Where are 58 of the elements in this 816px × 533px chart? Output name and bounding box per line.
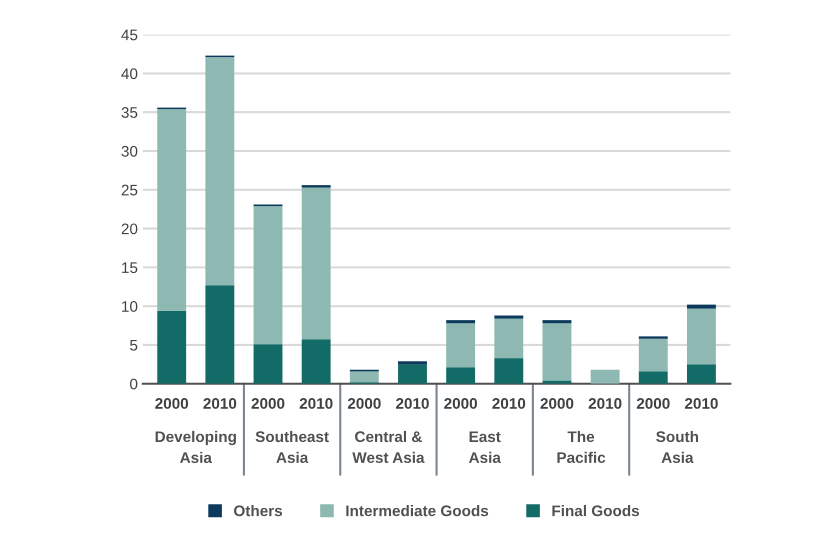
bar — [254, 206, 282, 344]
x-tick-label: 2000 — [155, 398, 188, 409]
x-tick-label: 2000 — [540, 398, 574, 409]
bar — [446, 320, 476, 324]
legend-label: Others — [234, 505, 282, 516]
bar — [205, 285, 234, 384]
bar — [494, 318, 524, 358]
x-tick-label: 2000 — [444, 398, 478, 409]
bar — [494, 315, 524, 319]
legend-label: Final Goods — [552, 505, 640, 516]
bar — [686, 364, 716, 384]
text: Central & West Asia — [352, 430, 425, 463]
bar — [494, 358, 524, 384]
y-tick-label: 30 — [122, 146, 138, 157]
text: South Asia — [656, 430, 698, 463]
legend-label: Intermediate Goods — [346, 505, 488, 516]
y-tick-label: 25 — [122, 184, 138, 196]
bar — [302, 187, 331, 340]
x-tick-label: 2010 — [588, 398, 622, 409]
bar — [686, 304, 716, 309]
y-tick-label: 40 — [121, 68, 138, 80]
y-tick-label: 5 — [130, 340, 138, 351]
bar — [350, 371, 379, 382]
bar — [302, 340, 331, 384]
bar — [542, 380, 572, 384]
bar — [638, 338, 668, 372]
x-tick-label: 2010 — [684, 398, 718, 409]
x-tick-label: 2010 — [492, 398, 526, 409]
y-tick-label: 10 — [122, 301, 138, 312]
bar — [205, 57, 234, 286]
text: Southeast Asia — [256, 430, 329, 463]
text: Developing Asia — [156, 430, 236, 464]
bar — [590, 370, 620, 384]
bar — [446, 323, 476, 368]
text: The Pacific — [557, 430, 606, 463]
bar — [542, 323, 572, 381]
y-tick-label: 20 — [122, 223, 138, 234]
y-tick-label: 15 — [122, 262, 138, 274]
y-tick-label: 45 — [121, 30, 138, 40]
bar — [398, 361, 427, 364]
bar — [638, 336, 668, 339]
bar — [542, 320, 572, 324]
x-tick-label: 2010 — [300, 398, 333, 409]
bar — [638, 371, 668, 384]
y-tick-label: 0 — [130, 378, 138, 390]
bar — [254, 344, 282, 384]
x-tick-label: 2000 — [252, 398, 284, 409]
bar — [686, 308, 716, 364]
bar — [446, 367, 476, 384]
bar — [157, 109, 186, 311]
x-tick-label: 2000 — [348, 398, 381, 409]
x-tick-label: 2010 — [396, 398, 429, 409]
x-tick-label: 2010 — [203, 398, 236, 409]
bar — [398, 364, 427, 384]
y-tick-label: 35 — [122, 107, 138, 118]
x-tick-label: 2000 — [636, 398, 670, 409]
text: East Asia — [468, 431, 501, 463]
bar — [157, 310, 186, 384]
